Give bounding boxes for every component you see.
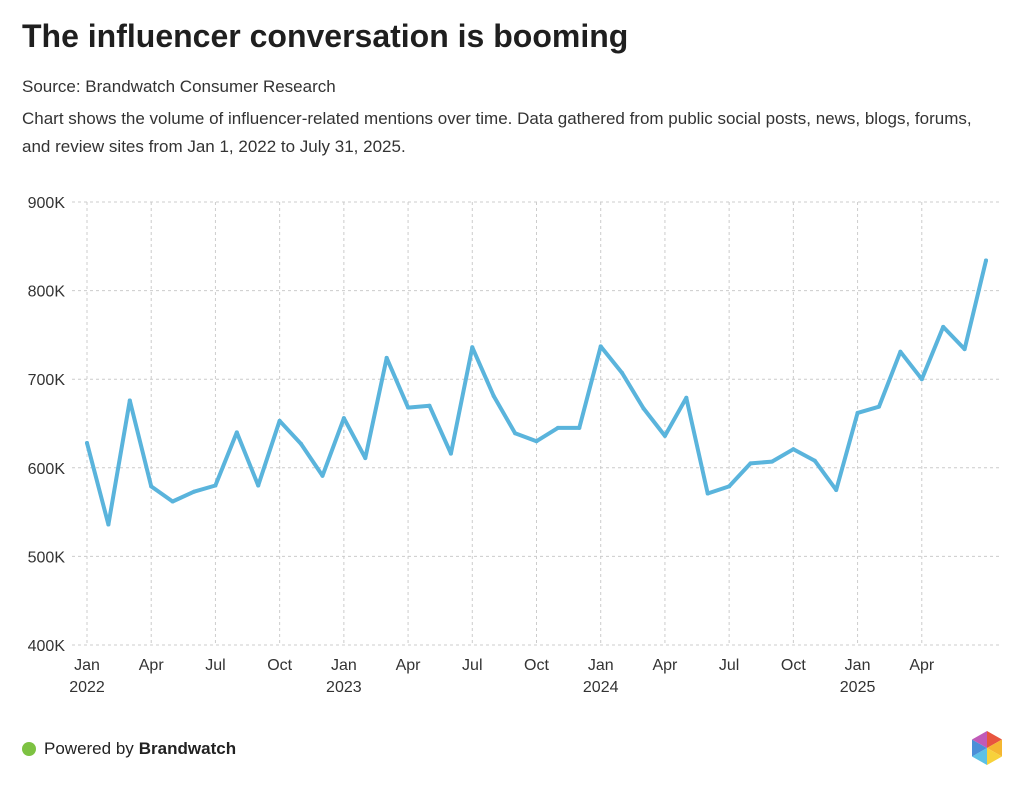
data-point [684,395,689,400]
data-point [855,410,860,415]
data-point [812,458,817,463]
x-axis-ticks: Jan 2022 Apr Jul Oct Jan 2023 Apr Jul Oct Jan 2024 A… [69,657,935,696]
powered-by-label: Powered by [44,739,134,758]
data-point [748,461,753,466]
green-dot-icon [22,742,36,756]
y-tick-label: 400K [28,638,66,655]
data-point [85,440,89,445]
x-tick-label: Apr [139,657,165,674]
y-tick-label: 900K [28,195,66,212]
x-tick-label: Apr [396,657,422,674]
data-point [149,484,154,489]
x-tick-year-label: 2022 [69,679,105,696]
page-title: The influencer conversation is booming [22,18,629,54]
y-tick-label: 800K [28,284,66,301]
data-point [170,499,175,504]
data-point [299,441,304,446]
data-point [406,405,411,410]
x-tick-label: Jan [74,657,100,674]
x-tick-label: Jul [719,657,739,674]
data-point [705,491,710,496]
data-point [769,459,774,464]
x-tick-label: Jan [845,657,871,674]
data-point [620,370,625,375]
data-point [984,258,988,263]
x-tick-label: Oct [524,657,549,674]
data-point [341,416,346,421]
data-point [127,398,132,403]
data-point [791,447,796,452]
x-tick-label: Oct [267,657,292,674]
x-tick-label: Jan [331,657,357,674]
data-point [962,347,967,352]
brandwatch-logo-icon [972,731,1002,765]
footer: Powered by Brandwatch [22,739,236,759]
data-point [491,394,496,399]
y-tick-label: 700K [28,372,66,389]
data-point [727,484,732,489]
data-point [256,483,261,488]
brand-name: Brandwatch [138,739,237,758]
data-point [106,522,111,527]
data-point [662,433,667,438]
data-point [941,324,946,329]
x-tick-year-label: 2025 [840,679,876,696]
data-point [534,439,539,444]
y-tick-label: 500K [28,549,66,566]
y-axis-ticks: 400K 500K 600K 700K 800K 900K [28,195,66,655]
data-point [384,355,389,360]
data-point [427,403,432,408]
x-tick-label: Oct [781,657,806,674]
x-tick-year-label: 2023 [326,679,362,696]
data-point [192,489,197,494]
x-tick-label: Apr [652,657,678,674]
x-tick-label: Jul [205,657,225,674]
x-tick-label: Jul [462,657,482,674]
source-text: Source: Brandwatch Consumer Research [22,77,336,96]
data-point [876,404,881,409]
data-point [234,430,239,435]
data-point [555,425,560,430]
data-point [598,344,603,349]
data-point [277,418,282,423]
data-point [363,456,368,461]
data-series [85,258,988,527]
data-point [898,349,903,354]
data-point [577,425,582,430]
data-point [641,406,646,411]
x-tick-year-label: 2024 [583,679,619,696]
data-point [513,431,518,436]
data-point [834,487,839,492]
y-tick-label: 600K [28,461,66,478]
data-point [448,451,453,456]
x-tick-label: Jan [588,657,614,674]
data-point [919,377,924,382]
data-point [470,345,475,350]
grid-lines [72,201,1002,646]
chart-description: Chart shows the volume of influencer-rel… [22,109,972,156]
data-point [320,473,325,478]
data-point [213,483,218,488]
x-tick-label: Apr [909,657,935,674]
